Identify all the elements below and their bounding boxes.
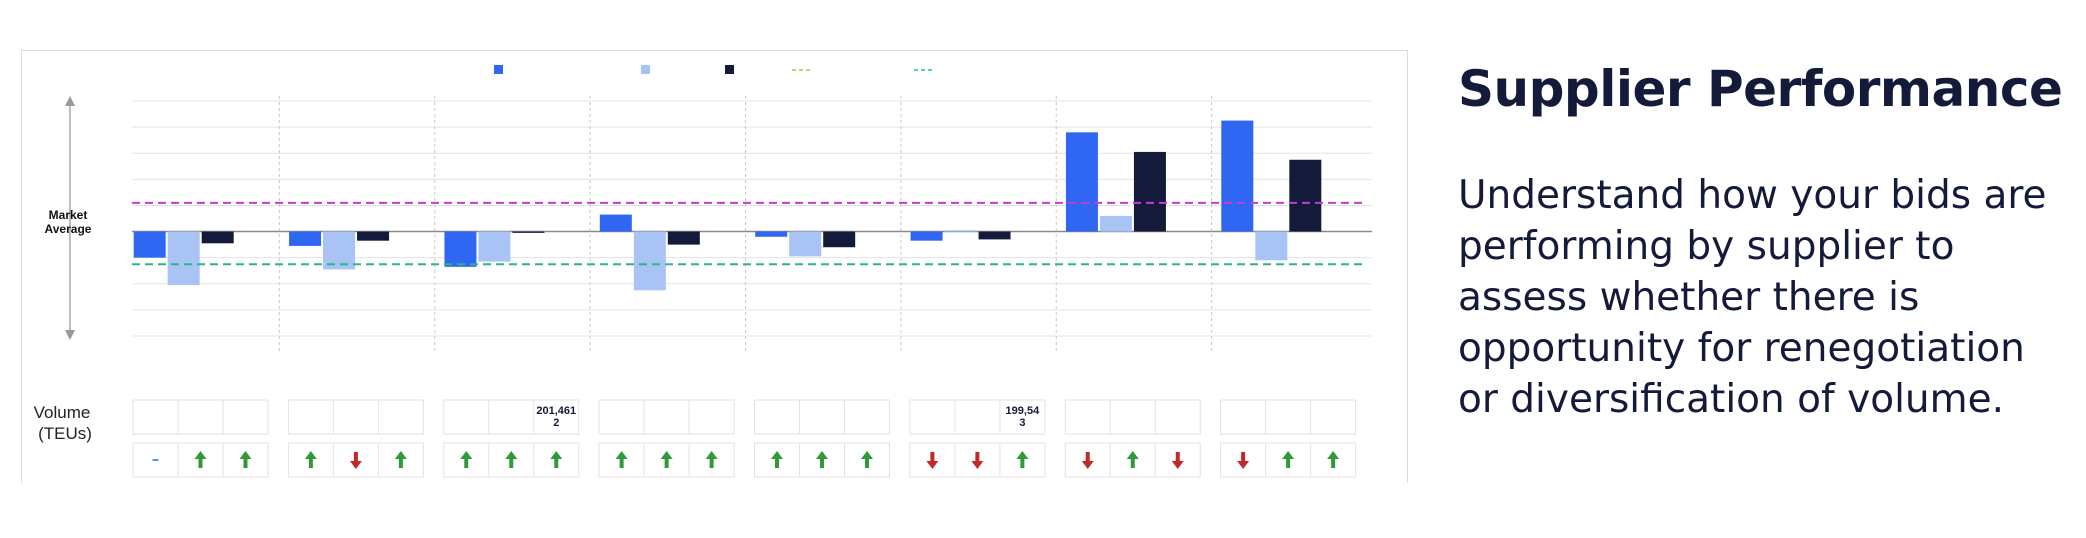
- volume-label-line: Volume: [34, 403, 91, 422]
- arrow-up-icon: [550, 451, 563, 468]
- arrow-up-head-icon: [65, 96, 75, 106]
- market-average-word: Market: [49, 208, 88, 222]
- bar-all: [357, 231, 390, 241]
- bar-best: [478, 231, 511, 262]
- bar-best: [167, 231, 200, 286]
- bar-all: [201, 231, 234, 244]
- arrow-up-icon: [304, 451, 317, 468]
- arrow-up-icon: [394, 451, 407, 468]
- arrow-up-icon: [505, 451, 518, 468]
- arrow-up-icon: [861, 451, 873, 468]
- market-average-label: Market Average: [45, 208, 92, 236]
- arrow-down-icon: [349, 452, 362, 469]
- performance-chart: Market Average Volume (TEUs) 201,461 2 199,54 3: [34, 65, 1372, 478]
- volume-table-box: [1220, 399, 1357, 435]
- volume-label: Volume (TEUs): [34, 403, 92, 443]
- arrow-up-icon: [1327, 451, 1340, 468]
- bar-incumbent: [599, 214, 632, 232]
- volume-table-box: [132, 399, 269, 435]
- volume-label-line: (TEUs): [38, 424, 92, 443]
- arrow-up-icon: [239, 451, 252, 468]
- bar-incumbent: [289, 231, 322, 246]
- volume-table-box: [754, 399, 890, 435]
- bar-incumbent: [755, 231, 788, 237]
- arrow-up-icon: [771, 451, 783, 468]
- arrow-up-icon: [705, 451, 718, 468]
- bar-all: [667, 231, 700, 245]
- bar-incumbent: [910, 231, 943, 241]
- bar-best: [633, 231, 666, 291]
- volume-value-line: 199,54: [1006, 405, 1041, 417]
- bar-incumbent: [1065, 132, 1098, 232]
- arrow-down-icon: [926, 452, 939, 469]
- volume-value-line: 3: [1019, 417, 1025, 429]
- bar-incumbent: [1221, 120, 1254, 232]
- arrow-up-icon: [1016, 451, 1029, 468]
- legend-best-swatch: [641, 65, 650, 74]
- arrow-down-head-icon: [65, 330, 75, 340]
- volume-table-box: [287, 399, 424, 435]
- page-title: Supplier Performance: [1458, 60, 2063, 118]
- bar-all: [1133, 151, 1166, 232]
- bar-incumbent: [133, 231, 166, 258]
- bar-all: [512, 231, 545, 233]
- legend-all-swatch: [725, 65, 734, 74]
- arrow-down-icon: [1237, 452, 1250, 469]
- volume-value-all: 199,54 3: [1006, 405, 1041, 429]
- arrow-down-icon: [1171, 452, 1184, 469]
- volume-value-line: 201,461: [536, 405, 576, 417]
- volume-value-all: 201,461 2: [536, 405, 576, 429]
- arrow-up-icon: [460, 451, 473, 468]
- volume-table-box: [443, 399, 580, 435]
- arrow-up-icon: [615, 451, 628, 468]
- volume-value-line: 2: [553, 417, 559, 429]
- arrow-up-icon: [816, 451, 828, 468]
- legend-incumbent-swatch: [494, 65, 503, 74]
- arrow-up-icon: [1126, 451, 1139, 468]
- arrow-up-icon: [1282, 451, 1295, 468]
- arrow-up-icon: [194, 451, 207, 468]
- market-average-word: Average: [45, 222, 92, 236]
- bar-best: [789, 231, 822, 257]
- bar-best: [1099, 215, 1132, 232]
- bar-best: [1255, 231, 1288, 261]
- bar-all: [1289, 159, 1322, 232]
- arrow-down-icon: [971, 452, 984, 469]
- bar-best: [944, 230, 977, 232]
- arrow-up-icon: [660, 451, 673, 468]
- bar-all: [978, 231, 1011, 240]
- volume-table-box: [598, 399, 735, 435]
- bar-all: [823, 231, 856, 248]
- bar-best: [323, 231, 356, 270]
- arrow-down-icon: [1081, 452, 1094, 469]
- page-description: Understand how your bids are performing …: [1458, 173, 2047, 422]
- chart-panel: Market Average Volume (TEUs) 201,461 2 199,54 3: [21, 50, 1408, 483]
- volume-table-box: [1064, 399, 1201, 435]
- bar-incumbent: [444, 231, 477, 267]
- volume-table-box: [909, 399, 1046, 435]
